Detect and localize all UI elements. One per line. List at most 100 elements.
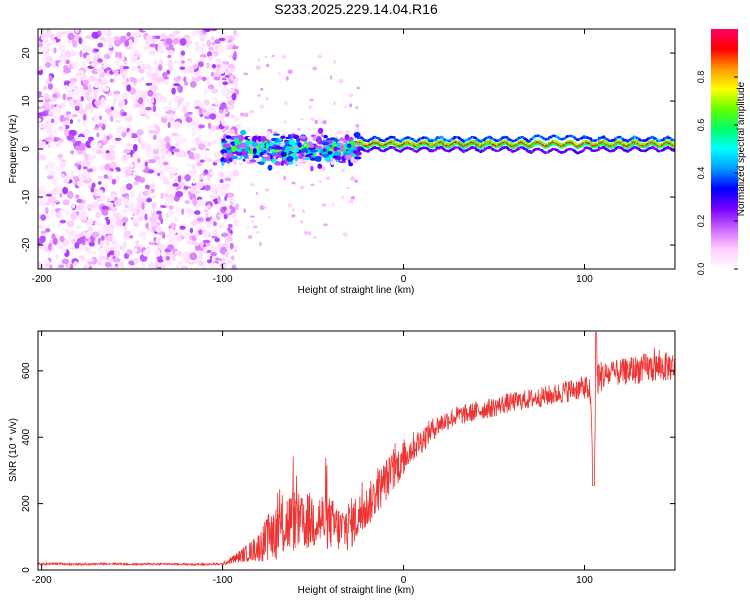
spectrogram-cell	[304, 231, 308, 235]
spectrogram-cell	[136, 201, 142, 210]
spectrogram-cell	[74, 176, 78, 185]
spectrogram-cell	[168, 205, 174, 210]
spectrogram-cell	[123, 230, 132, 237]
spectrogram-cell	[173, 76, 180, 83]
spectrogram-cell	[346, 158, 350, 161]
spectrogram-cell	[178, 149, 185, 158]
spectrogram-cell	[39, 46, 47, 54]
spectrogram-cell	[113, 250, 121, 258]
spectrogram-cell	[121, 99, 125, 107]
spectrogram-cell	[160, 149, 167, 155]
spectrogram-cell	[115, 218, 124, 227]
spectrogram-cell	[138, 192, 141, 201]
spectrogram-cell	[38, 124, 44, 129]
spectrogram-cell	[45, 136, 53, 142]
spectrogram-cell	[230, 255, 235, 260]
spectrogram-y-tick-label: -10	[21, 189, 32, 204]
spectrogram-cell	[327, 151, 332, 155]
spectrogram-cell	[150, 183, 156, 189]
spectrogram-cell	[126, 142, 133, 148]
spectrogram-cell	[142, 29, 151, 32]
spectrogram-cell	[91, 231, 100, 238]
spectrogram-cell	[85, 258, 94, 262]
spectrogram-cell	[672, 144, 675, 147]
spectrogram-cell	[274, 152, 279, 157]
spectrogram-cell	[323, 223, 328, 227]
spectrogram-cell	[256, 94, 261, 97]
snr-y-tick-label: 600	[21, 362, 32, 379]
spectrogram-cell	[300, 220, 303, 224]
spectrogram-cell	[133, 257, 139, 265]
spectrogram-cell	[194, 210, 201, 215]
spectrogram-cell	[114, 137, 122, 141]
spectrogram-cell	[177, 139, 185, 145]
spectrogram-cell	[318, 180, 323, 183]
spectrogram-cell	[193, 99, 201, 104]
spectrogram-cell	[88, 241, 95, 247]
spectrogram-cell	[110, 106, 115, 111]
spectrogram-cell	[99, 241, 103, 247]
spectrogram-cell	[255, 231, 260, 234]
spectrogram-cell	[82, 114, 87, 121]
spectrogram-cell	[285, 76, 289, 81]
spectrogram-cell	[48, 264, 53, 269]
spectrogram-cell	[156, 160, 164, 168]
spectrogram-cell	[167, 122, 171, 129]
spectrogram-cell	[76, 180, 85, 187]
spectrogram-cell	[131, 66, 136, 71]
spectrogram-cell	[199, 222, 203, 229]
spectrogram-cell	[51, 177, 58, 186]
spectrogram-cell	[97, 175, 103, 179]
spectrogram-cell	[345, 154, 353, 159]
spectrogram-cell	[153, 155, 160, 161]
spectrogram-cell	[88, 96, 96, 100]
spectrogram-cell	[63, 179, 70, 184]
spectrogram-cell	[58, 44, 66, 51]
spectrogram-cell	[224, 195, 228, 201]
spectrogram-cell	[228, 73, 233, 77]
spectrogram-cell	[67, 91, 74, 97]
spectrogram-cell	[294, 156, 298, 162]
spectrogram-cell	[186, 66, 190, 74]
spectrogram-cell	[113, 90, 121, 95]
spectrogram-cell	[124, 175, 130, 179]
spectrogram-cell	[309, 98, 314, 102]
spectrogram-cell	[137, 65, 141, 69]
spectrogram-cell	[227, 63, 235, 69]
spectrogram-cell	[264, 56, 267, 59]
spectrogram-cell	[287, 134, 292, 140]
spectrogram-cell	[129, 87, 136, 95]
spectrogram-cell	[192, 178, 196, 185]
spectrogram-cell	[163, 97, 167, 104]
spectrogram-cell	[38, 140, 43, 147]
spectrogram-cell	[116, 168, 121, 172]
spectrogram-cell	[162, 77, 170, 86]
spectrogram-cell	[59, 138, 64, 143]
spectrogram-cell	[62, 199, 70, 206]
spectrogram-cell	[355, 123, 360, 128]
spectrogram-cell	[230, 45, 239, 50]
spectrogram-cell	[102, 209, 109, 216]
spectrogram-cell	[62, 124, 66, 131]
spectrogram-cell	[164, 115, 169, 119]
spectrogram-cell	[219, 179, 224, 183]
spectrogram-cell	[109, 224, 116, 230]
spectrogram-cell	[213, 221, 217, 227]
spectrogram-cell	[155, 225, 162, 233]
spectrogram-cell	[48, 243, 52, 251]
snr-y-tick-label: 200	[21, 495, 32, 512]
spectrogram-cell	[203, 29, 212, 33]
spectrogram-cell	[218, 214, 226, 218]
spectrogram-cell	[55, 143, 60, 147]
spectrogram-cell	[194, 45, 202, 53]
spectrogram-cell	[47, 83, 54, 90]
spectrogram-cell	[109, 150, 116, 155]
spectrogram-cell	[45, 61, 51, 68]
spectrogram-cell	[207, 84, 215, 90]
spectrogram-cell	[145, 82, 153, 86]
spectrogram-cell	[147, 169, 155, 174]
spectrogram-cell	[71, 202, 76, 209]
spectrogram-cell	[41, 34, 47, 38]
spectrogram-cell	[116, 126, 124, 133]
spectrogram-x-tick-label: -100	[213, 274, 233, 285]
